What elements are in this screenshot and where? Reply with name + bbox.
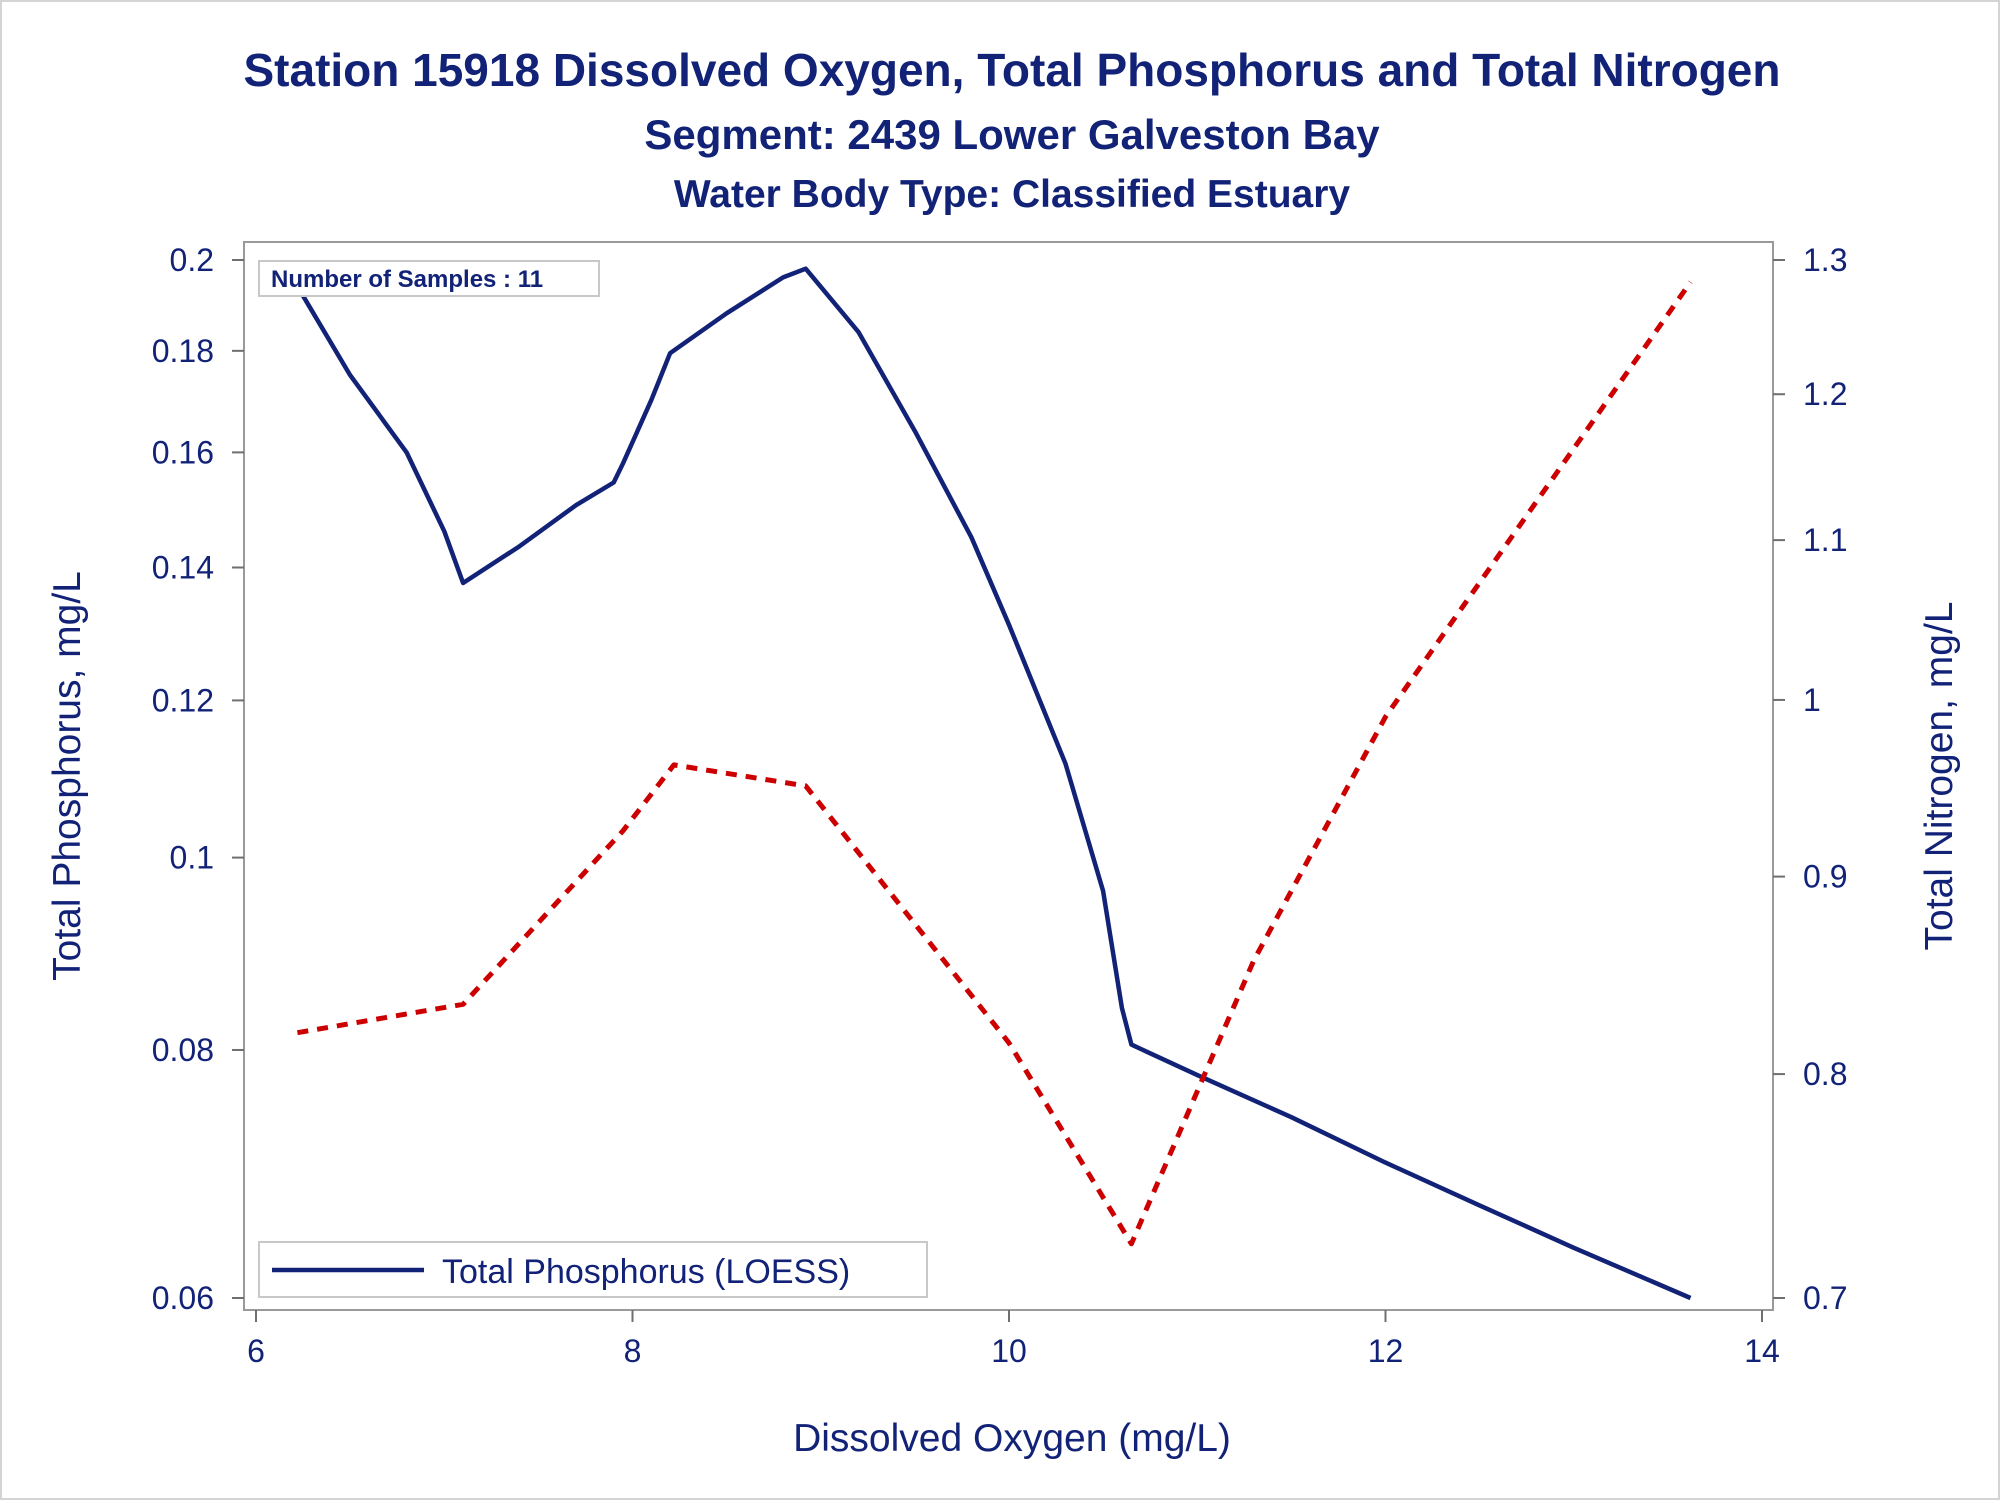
y-right-tick-label: 0.8: [1803, 1056, 1847, 1092]
y-axis-left: 0.06 0.08 0.1 0.12 0.14 0.16 0.18 0.2: [152, 242, 244, 1316]
x-axis-label: Dissolved Oxygen (mg/L): [793, 1417, 1231, 1460]
x-axis: 6 8 10 12 14: [247, 1310, 1780, 1369]
legend-label-total-phosphorus: Total Phosphorus (LOESS): [442, 1253, 850, 1291]
y-right-tick-label: 1.1: [1803, 522, 1847, 558]
plot-area: [243, 241, 1774, 1311]
x-tick-label: 6: [247, 1333, 265, 1369]
legend: Total Phosphorus (LOESS): [258, 1241, 928, 1298]
chart-subtitle: Segment: 2439 Lower Galveston Bay: [644, 111, 1380, 158]
y-axis-left-label: Total Phosphorus, mg/L: [46, 571, 89, 981]
y-right-tick-label: 0.7: [1803, 1280, 1847, 1316]
x-tick-label: 14: [1744, 1333, 1780, 1369]
x-tick-label: 10: [991, 1333, 1027, 1369]
y-axis-right-label: Total Nitrogen, mg/L: [1918, 601, 1961, 950]
y-left-tick-label: 0.12: [152, 682, 214, 718]
y-right-tick-label: 1.2: [1803, 376, 1847, 412]
y-left-tick-label: 0.06: [152, 1280, 214, 1316]
x-tick-label: 8: [624, 1333, 642, 1369]
y-right-tick-label: 1: [1803, 682, 1821, 718]
y-left-tick-label: 0.18: [152, 333, 214, 369]
y-left-tick-label: 0.16: [152, 434, 214, 470]
sample-count-box: [258, 260, 600, 297]
chart-title: Station 15918 Dissolved Oxygen, Total Ph…: [243, 44, 1780, 96]
series-line-total-nitrogen: [296, 280, 1693, 1247]
y-left-tick-label: 0.1: [170, 840, 214, 876]
chart-subtitle-2: Water Body Type: Classified Estuary: [674, 173, 1350, 216]
y-left-tick-label: 0.2: [170, 242, 214, 278]
series-group: [295, 266, 1693, 1301]
y-left-tick-label: 0.08: [152, 1032, 214, 1068]
y-left-tick-label: 0.14: [152, 550, 214, 586]
y-right-tick-label: 0.9: [1803, 859, 1847, 895]
y-right-tick-label: 1.3: [1803, 242, 1847, 278]
series-line-total-phosphorus: [295, 266, 1692, 1301]
y-axis-right: 0.7 0.8 0.9 1 1.1 1.2 1.3: [1773, 242, 1847, 1316]
sample-count-text: Number of Samples : 11: [271, 266, 543, 293]
x-tick-label: 12: [1368, 1333, 1404, 1369]
sample-count-inset: Number of Samples : 11: [258, 260, 600, 297]
